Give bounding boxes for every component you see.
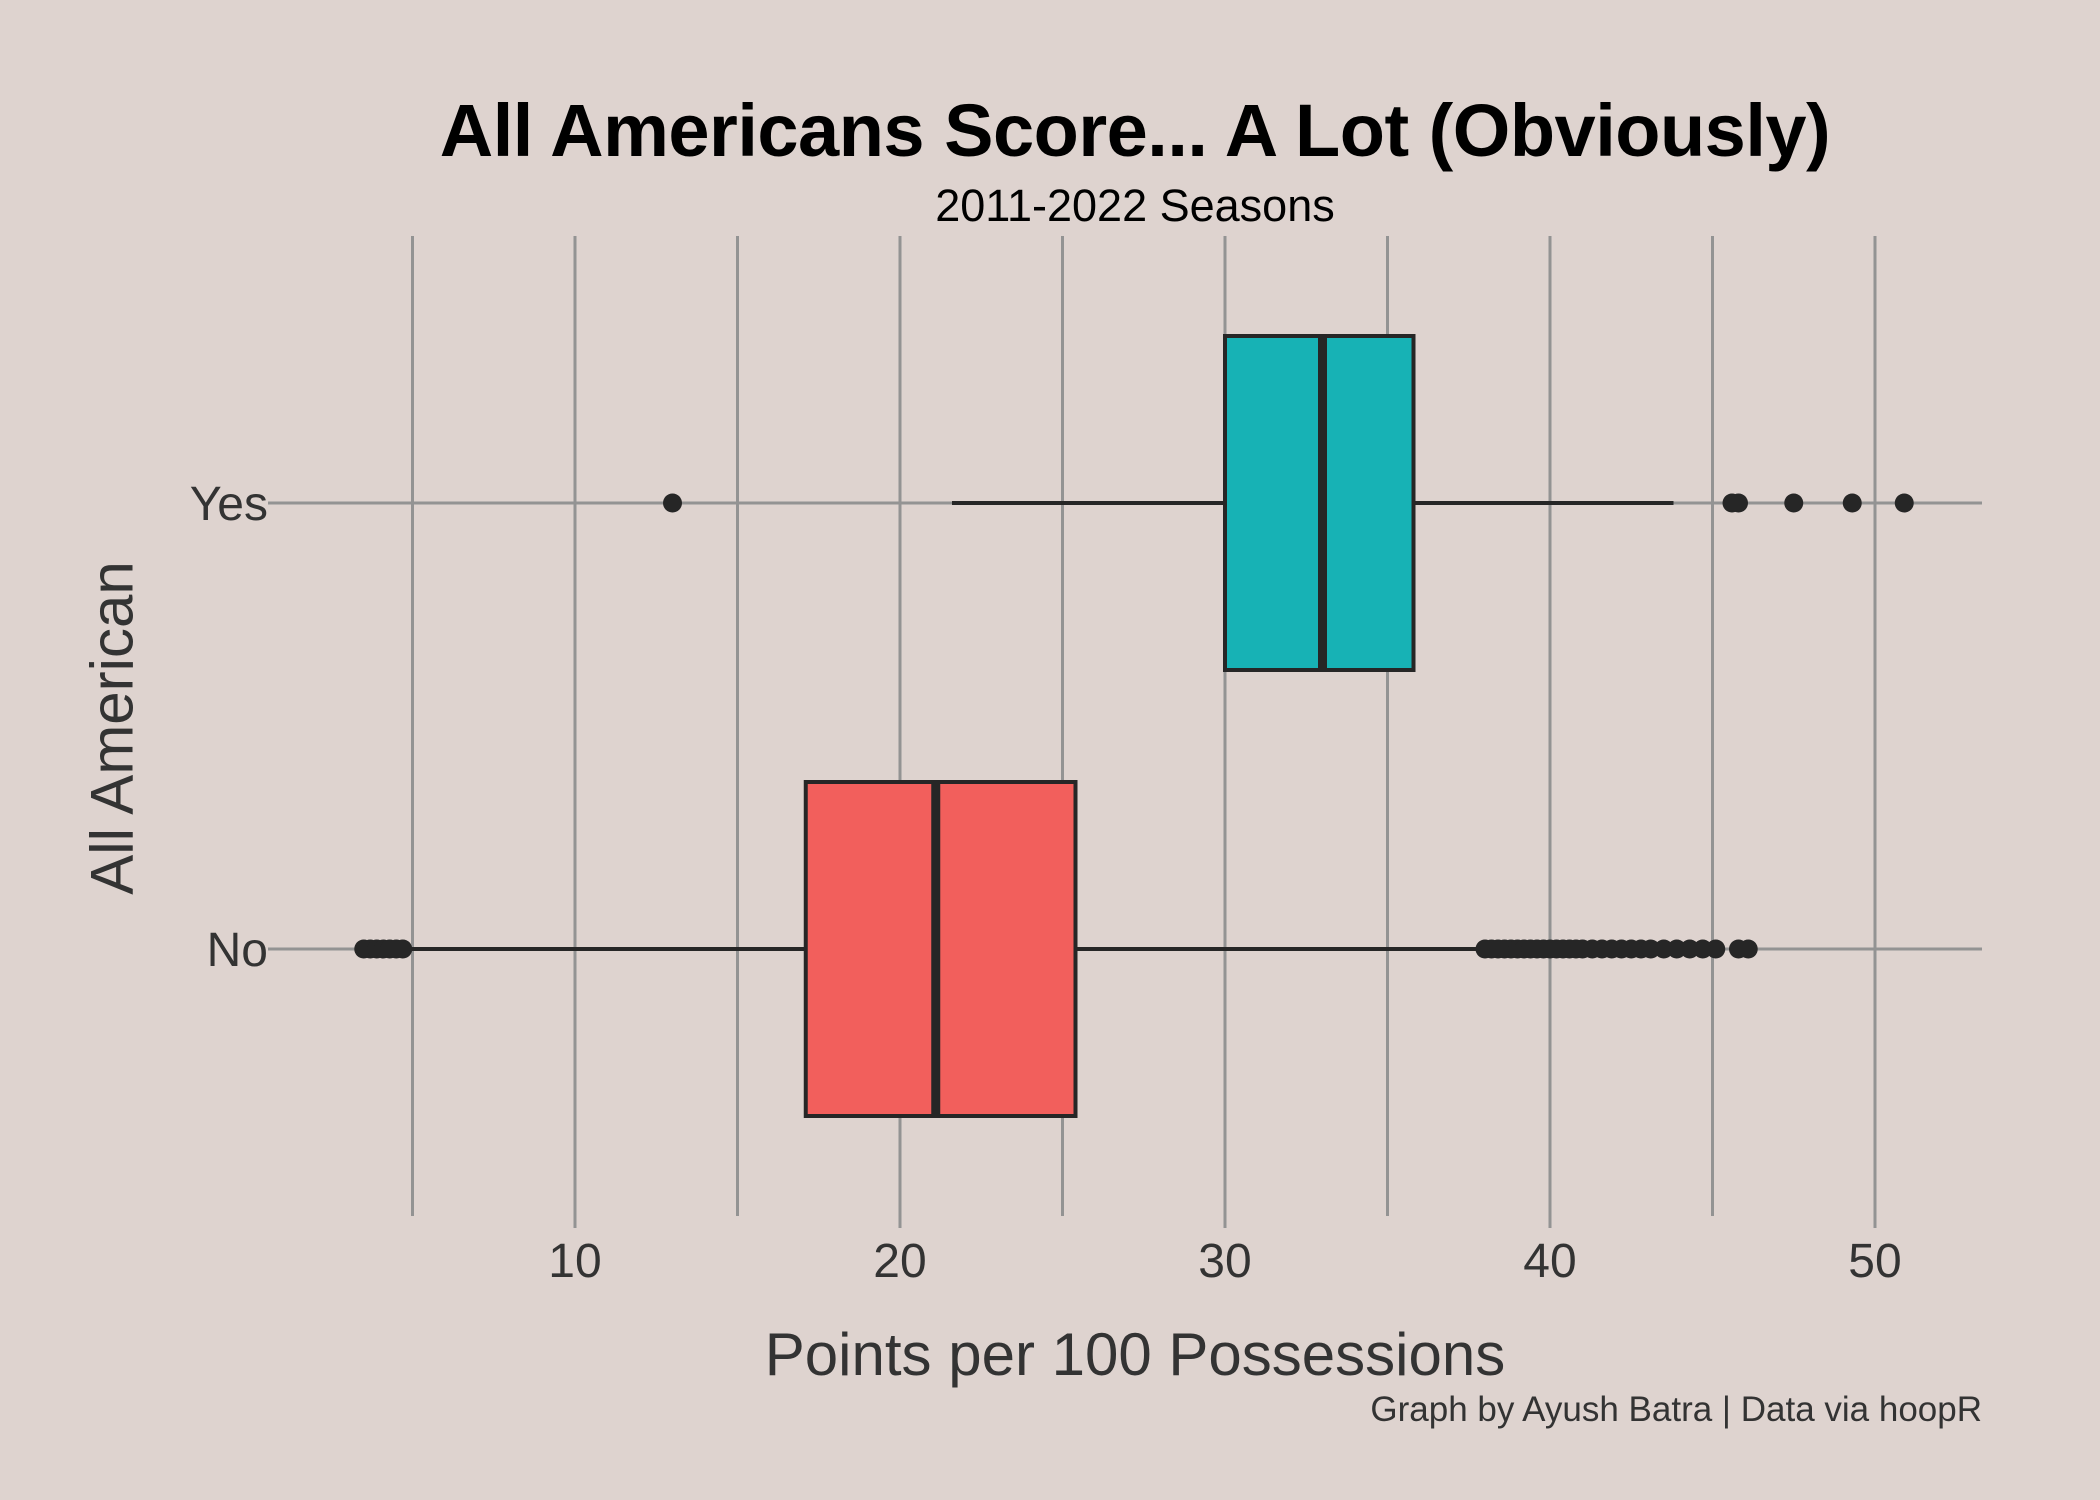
boxplot-yes — [663, 334, 1914, 672]
boxplots — [354, 334, 1914, 1118]
iqr-box — [803, 780, 1078, 1118]
x-tick-label: 10 — [548, 1235, 601, 1288]
chart-title: All Americans Score... A Lot (Obviously) — [439, 89, 1831, 172]
outlier-point — [1738, 939, 1758, 959]
x-tick-label: 20 — [873, 1235, 926, 1288]
y-axis-title: All American — [78, 561, 146, 895]
x-tick-label: 30 — [1198, 1235, 1251, 1288]
y-axis-ticks: No Yes — [190, 478, 280, 977]
x-axis-ticks: 10 20 30 40 50 — [548, 1216, 1902, 1288]
outlier-point — [393, 939, 413, 959]
outlier-point — [1667, 939, 1687, 959]
outlier-point — [663, 493, 682, 513]
x-tick-label: 50 — [1848, 1235, 1901, 1288]
caption: Graph by Ayush Batra | Data via hoopR — [1370, 1390, 1982, 1429]
outlier-point — [1706, 939, 1726, 959]
boxplot-no — [354, 780, 1758, 1118]
outlier-point — [1693, 939, 1713, 959]
x-axis-title: Points per 100 Possessions — [764, 1321, 1506, 1388]
outlier-point — [1654, 939, 1674, 959]
x-tick-label: 40 — [1523, 1235, 1576, 1288]
y-tick-label: No — [207, 924, 268, 977]
outlier-point — [1894, 493, 1914, 513]
outlier-point — [1680, 939, 1700, 959]
vertical-gridlines — [411, 236, 1877, 1216]
chart-subtitle: 2011-2022 Seasons — [935, 180, 1335, 231]
outlier-point — [1784, 493, 1804, 513]
outlier-point — [1641, 939, 1661, 959]
horizontal-gridlines — [280, 501, 1982, 951]
outlier-point — [1729, 493, 1748, 513]
outlier-point — [1842, 493, 1862, 513]
y-tick-label: Yes — [190, 478, 268, 531]
